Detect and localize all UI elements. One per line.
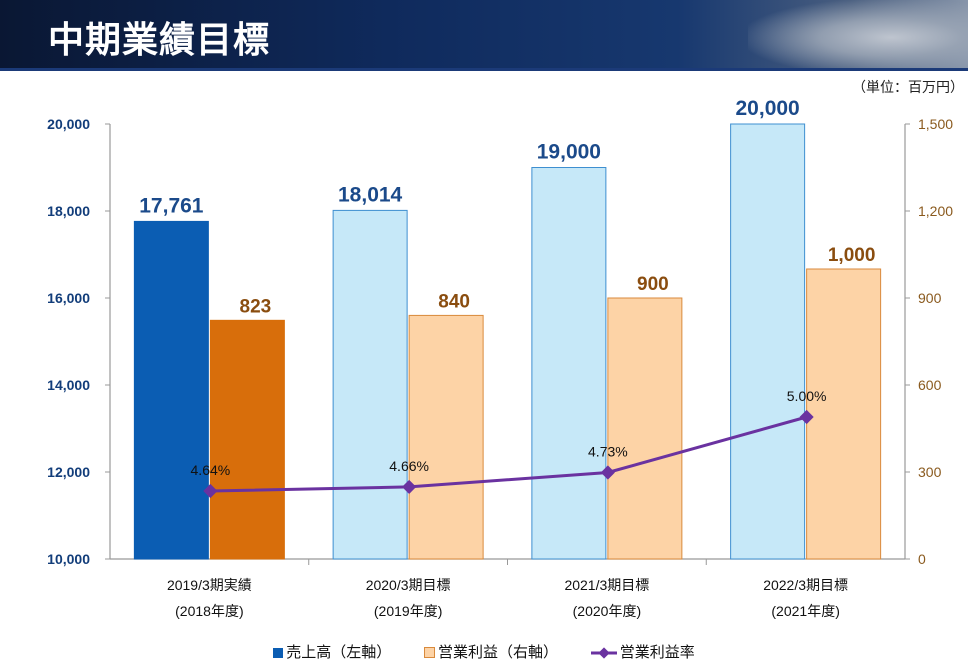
profit-value-label: 1,000 bbox=[828, 245, 876, 266]
margin-point bbox=[203, 483, 218, 499]
margin-point bbox=[600, 465, 615, 480]
right-tick-label: 600 bbox=[918, 377, 942, 393]
sales-bar bbox=[133, 220, 209, 560]
right-tick-label: 300 bbox=[918, 464, 942, 480]
left-tick-label: 16,000 bbox=[47, 290, 90, 306]
profit-value-label: 900 bbox=[637, 274, 669, 295]
left-tick-label: 10,000 bbox=[47, 551, 90, 567]
category-label: 2021/3期目標 bbox=[564, 577, 649, 593]
sales-value-label: 17,761 bbox=[139, 194, 204, 217]
legend-margin-label: 営業利益率 bbox=[619, 643, 695, 661]
handshake-photo bbox=[748, 0, 968, 68]
margin-value-label: 5.00% bbox=[787, 388, 827, 404]
sales-bar bbox=[730, 123, 806, 560]
profit-value-label: 840 bbox=[438, 291, 470, 312]
category-sublabel: (2018年度) bbox=[175, 603, 243, 619]
right-tick-label: 1,200 bbox=[918, 203, 953, 219]
margin-point bbox=[799, 409, 814, 425]
right-tick-label: 900 bbox=[918, 290, 942, 306]
profit-bar bbox=[408, 314, 484, 560]
header-banner: 中期業績目標 bbox=[0, 0, 968, 68]
right-tick-label: 1,500 bbox=[918, 116, 953, 132]
unit-label: （単位：百万円） bbox=[852, 80, 964, 96]
sales-value-label: 20,000 bbox=[736, 97, 800, 120]
category-label: 2019/3期実績 bbox=[167, 577, 252, 593]
margin-value-label: 4.64% bbox=[191, 462, 231, 478]
legend-item-margin: 営業利益率 bbox=[590, 641, 695, 662]
margin-value-label: 4.73% bbox=[588, 444, 628, 460]
profit-bar bbox=[607, 297, 683, 560]
profit-bar bbox=[806, 268, 882, 560]
legend-item-sales: 売上高（左軸） bbox=[273, 641, 391, 662]
sales-bar bbox=[332, 209, 408, 560]
profit-bar bbox=[209, 319, 285, 560]
left-tick-label: 14,000 bbox=[47, 377, 90, 393]
legend-margin-marker bbox=[598, 646, 610, 659]
header-divider bbox=[0, 68, 968, 71]
legend-profit-label: 営業利益（右軸） bbox=[437, 643, 558, 661]
margin-line bbox=[210, 415, 808, 493]
profit-value-label: 823 bbox=[240, 296, 272, 317]
legend-item-profit: 営業利益（右軸） bbox=[423, 641, 558, 662]
left-tick-label: 20,000 bbox=[47, 116, 90, 132]
legend-sales-label: 売上高（左軸） bbox=[286, 643, 392, 661]
sales-value-label: 18,014 bbox=[338, 183, 403, 206]
page-title: 中期業績目標 bbox=[48, 20, 271, 61]
category-sublabel: (2021年度) bbox=[771, 603, 839, 619]
legend: 売上高（左軸） 営業利益（右軸） 営業利益率 bbox=[0, 641, 968, 662]
legend-sales-swatch bbox=[273, 647, 284, 658]
right-tick-label: 0 bbox=[918, 551, 926, 567]
category-sublabel: (2020年度) bbox=[573, 603, 641, 619]
category-label: 2022/3期目標 bbox=[763, 577, 848, 593]
category-sublabel: (2019年度) bbox=[374, 603, 442, 619]
sales-value-label: 19,000 bbox=[537, 141, 601, 164]
legend-profit-swatch bbox=[423, 647, 435, 658]
left-tick-label: 18,000 bbox=[47, 203, 90, 219]
sales-bar bbox=[531, 167, 607, 560]
left-tick-label: 12,000 bbox=[47, 464, 90, 480]
legend-margin-swatch bbox=[590, 646, 617, 659]
margin-point bbox=[402, 479, 417, 494]
category-label: 2020/3期目標 bbox=[366, 577, 451, 593]
margin-value-label: 4.66% bbox=[389, 458, 429, 474]
